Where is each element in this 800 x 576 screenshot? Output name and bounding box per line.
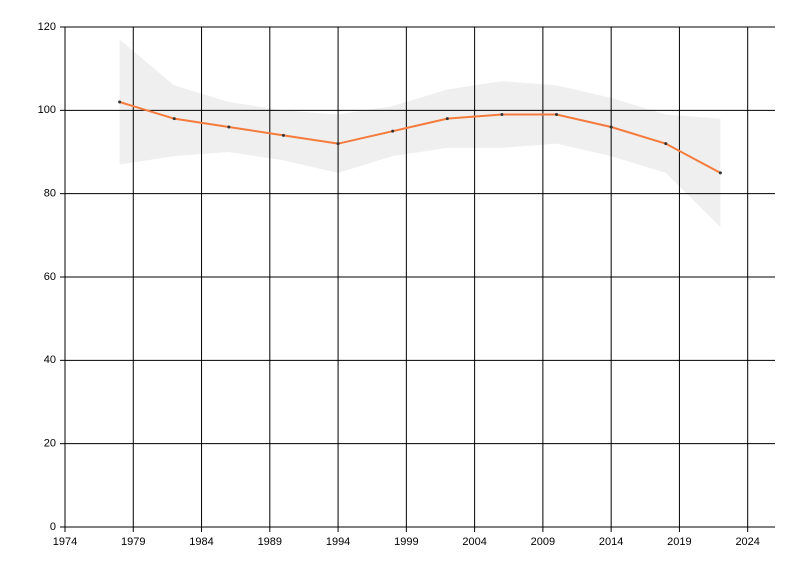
x-tick-label: 2019 [667, 536, 691, 548]
point [172, 117, 176, 121]
x-tick-label: 1979 [121, 536, 145, 548]
y-tick-label: 20 [44, 438, 56, 450]
point [227, 125, 231, 129]
x-tick-label: 1994 [326, 536, 350, 548]
confidence-band [119, 39, 721, 227]
x-tick-label: 1984 [189, 536, 213, 548]
y-tick-label: 100 [38, 104, 56, 116]
point [445, 117, 449, 121]
y-tick-label: 60 [44, 271, 56, 283]
y-tick-label: 0 [50, 521, 56, 533]
x-tick-label: 1989 [258, 536, 282, 548]
point [500, 113, 504, 116]
x-tick-label: 1974 [53, 536, 77, 548]
point [718, 171, 722, 175]
point [281, 133, 285, 137]
x-tick-label: 1999 [394, 536, 418, 548]
point [555, 113, 559, 116]
y-tick-label: 120 [38, 21, 56, 33]
point [336, 142, 340, 146]
point [609, 125, 613, 129]
x-tick-label: 2014 [599, 536, 623, 548]
x-tick-label: 2004 [462, 536, 486, 548]
point [118, 100, 122, 104]
x-tick-label: 2009 [531, 536, 555, 548]
point [664, 142, 668, 146]
x-tick-label: 2024 [735, 536, 759, 548]
y-tick-label: 40 [44, 354, 56, 366]
line [119, 101, 721, 174]
y-tick-label: 80 [44, 188, 56, 200]
point [391, 129, 395, 133]
